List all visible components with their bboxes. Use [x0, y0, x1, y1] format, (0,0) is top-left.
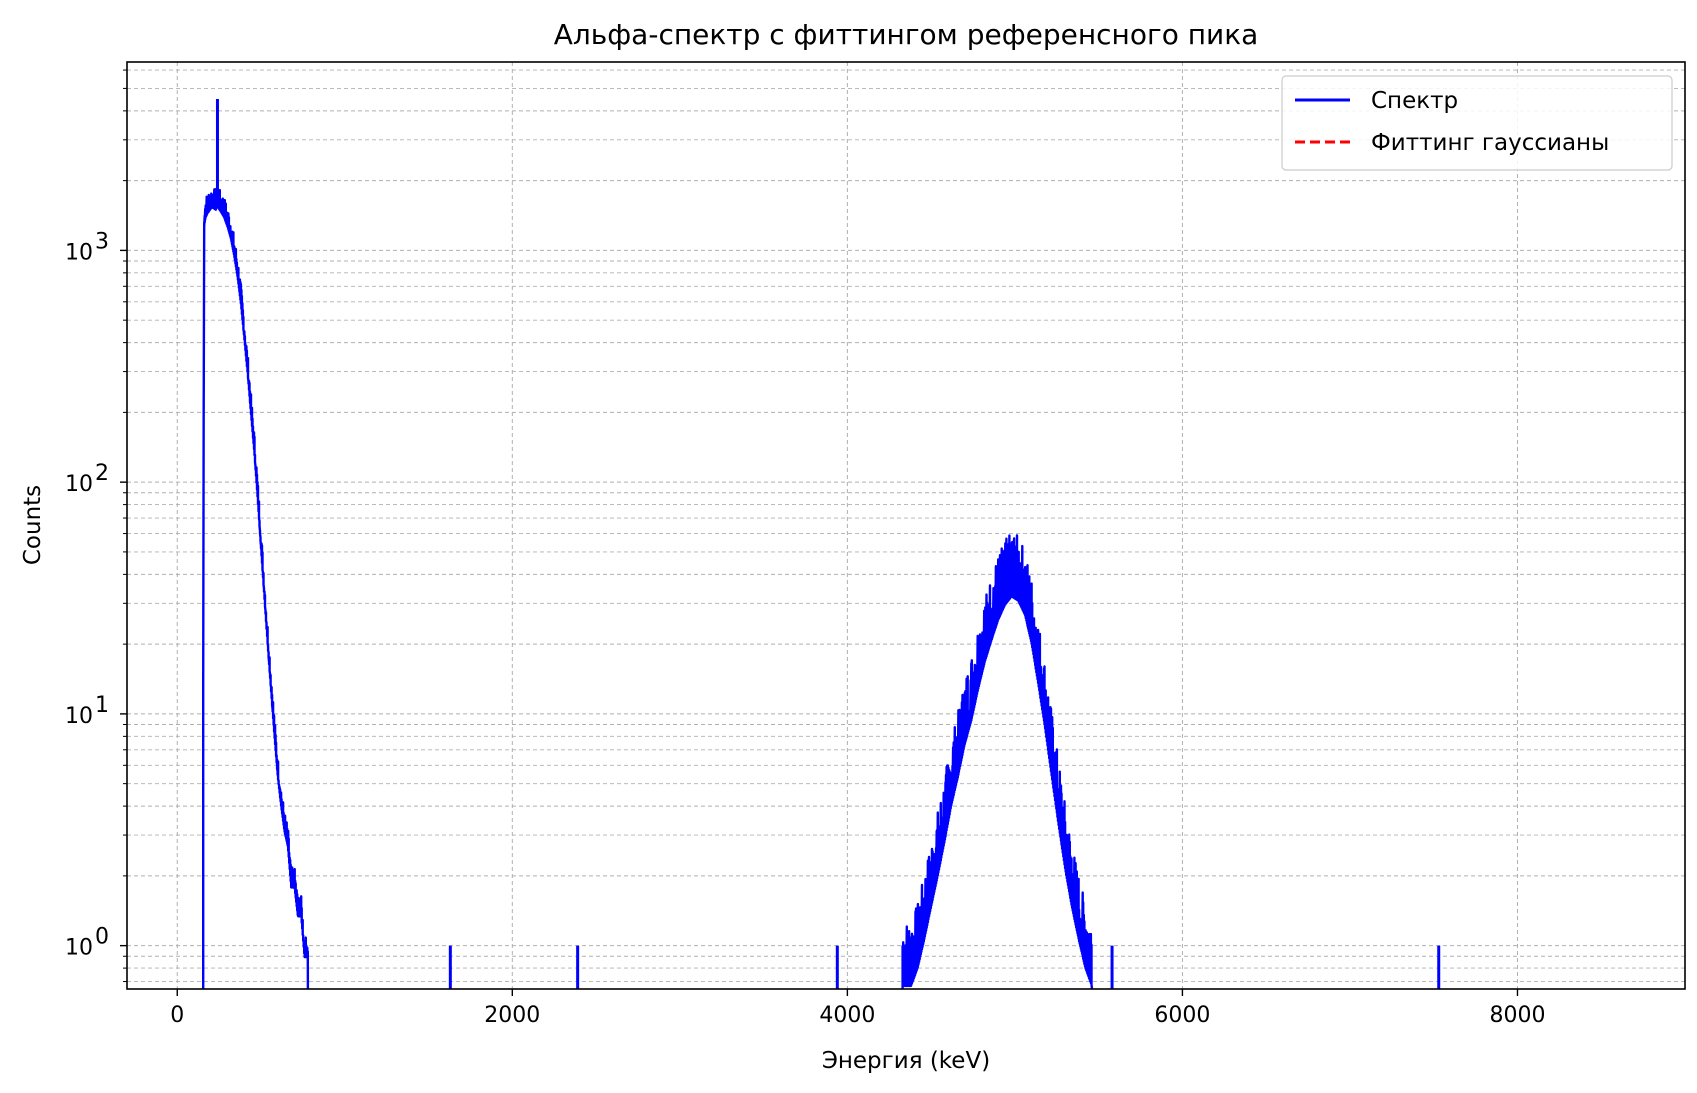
legend-label-spectrum: Спектр [1371, 88, 1458, 114]
x-tick-label: 0 [170, 1003, 184, 1028]
y-tick-label-exponent: 2 [95, 461, 109, 486]
y-tick-label: 10 [65, 936, 93, 961]
legend-box [1281, 75, 1673, 171]
y-tick-label: 10 [65, 704, 93, 729]
series-layer [202, 99, 1441, 990]
chart-title: Альфа-спектр с фиттингом референсного пи… [554, 18, 1259, 51]
legend-label-gaussian-fit: Фиттинг гауссианы [1371, 130, 1609, 156]
x-tick-label: 8000 [1489, 1003, 1545, 1028]
plot-frame [126, 61, 1686, 990]
x-axis: 0 2000 4000 6000 8000 [170, 989, 1545, 1028]
y-tick-label: 10 [65, 472, 93, 497]
y-axis-label: Counts [20, 485, 46, 565]
y-tick-label-exponent: 1 [95, 693, 109, 718]
y-tick-label: 10 [65, 240, 93, 265]
y-tick-label-exponent: 0 [95, 925, 109, 950]
x-tick-label: 2000 [484, 1003, 540, 1028]
spectrum-low-energy-peak [202, 187, 310, 990]
legend: Спектр Фиттинг гауссианы [1281, 75, 1673, 171]
x-tick-label: 4000 [819, 1003, 875, 1028]
grid [127, 62, 1685, 989]
x-axis-label: Энергия (keV) [822, 1048, 990, 1074]
x-tick-label: 6000 [1154, 1003, 1210, 1028]
spectrum-high-energy-peak [901, 534, 1094, 990]
y-tick-label-exponent: 3 [95, 229, 109, 254]
